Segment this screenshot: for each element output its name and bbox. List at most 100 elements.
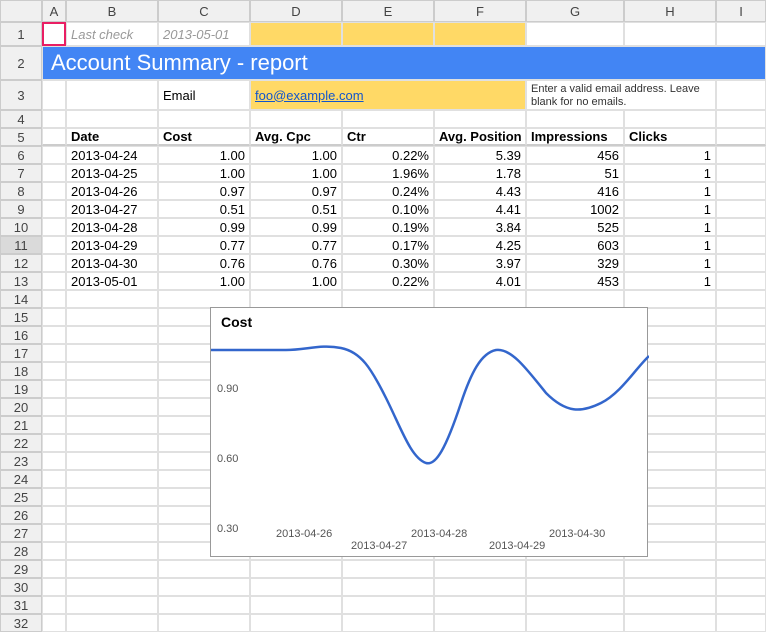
- table-cell[interactable]: 2013-04-24: [66, 146, 158, 164]
- cell[interactable]: [526, 110, 624, 128]
- table-cell[interactable]: 2013-05-01: [66, 272, 158, 290]
- table-cell[interactable]: 0.76: [158, 254, 250, 272]
- row-header[interactable]: 8: [0, 182, 42, 200]
- cell[interactable]: [42, 398, 66, 416]
- table-cell[interactable]: 2013-04-25: [66, 164, 158, 182]
- table-cell[interactable]: 525: [526, 218, 624, 236]
- table-cell[interactable]: 0.99: [158, 218, 250, 236]
- cell[interactable]: [716, 434, 766, 452]
- table-cell[interactable]: 1: [624, 218, 716, 236]
- cell[interactable]: [42, 596, 66, 614]
- cell[interactable]: [42, 380, 66, 398]
- table-cell[interactable]: 1: [624, 164, 716, 182]
- cell[interactable]: [716, 452, 766, 470]
- cell[interactable]: [158, 596, 250, 614]
- cell[interactable]: [42, 236, 66, 254]
- cell[interactable]: [66, 596, 158, 614]
- table-cell[interactable]: 416: [526, 182, 624, 200]
- table-cell[interactable]: 1: [624, 182, 716, 200]
- cell[interactable]: [66, 398, 158, 416]
- cell[interactable]: [158, 614, 250, 632]
- table-cell[interactable]: 0.51: [250, 200, 342, 218]
- row-header[interactable]: 28: [0, 542, 42, 560]
- email-help[interactable]: Enter a valid email address. Leave blank…: [526, 80, 716, 110]
- table-cell[interactable]: 0.22%: [342, 272, 434, 290]
- row-header[interactable]: 13: [0, 272, 42, 290]
- cell[interactable]: [250, 614, 342, 632]
- cell[interactable]: [434, 22, 526, 46]
- cell[interactable]: [716, 470, 766, 488]
- table-cell[interactable]: 1.00: [250, 164, 342, 182]
- table-cell[interactable]: 1002: [526, 200, 624, 218]
- cell[interactable]: [66, 344, 158, 362]
- cell[interactable]: [66, 362, 158, 380]
- cell[interactable]: [716, 22, 766, 46]
- cell[interactable]: [716, 578, 766, 596]
- cell[interactable]: [342, 22, 434, 46]
- cell[interactable]: [42, 470, 66, 488]
- cell[interactable]: [42, 110, 66, 128]
- cell[interactable]: [250, 596, 342, 614]
- cell[interactable]: [42, 524, 66, 542]
- table-cell[interactable]: 456: [526, 146, 624, 164]
- col-header[interactable]: E: [342, 0, 434, 22]
- cell[interactable]: [526, 596, 624, 614]
- row-header[interactable]: 10: [0, 218, 42, 236]
- cell[interactable]: [434, 290, 526, 308]
- row-header[interactable]: 32: [0, 614, 42, 632]
- col-header[interactable]: A: [42, 0, 66, 22]
- cell[interactable]: [624, 596, 716, 614]
- table-cell[interactable]: 4.41: [434, 200, 526, 218]
- row-header[interactable]: 16: [0, 326, 42, 344]
- cell[interactable]: [716, 542, 766, 560]
- cell[interactable]: [66, 578, 158, 596]
- cell[interactable]: [158, 290, 250, 308]
- cell[interactable]: [716, 362, 766, 380]
- cell[interactable]: [716, 416, 766, 434]
- table-cell[interactable]: 1: [624, 236, 716, 254]
- cell[interactable]: [434, 110, 526, 128]
- row-header[interactable]: 17: [0, 344, 42, 362]
- cell[interactable]: [42, 488, 66, 506]
- table-header[interactable]: Avg. Cpc: [250, 128, 342, 146]
- cell[interactable]: [158, 560, 250, 578]
- table-cell[interactable]: 1.00: [158, 146, 250, 164]
- cell[interactable]: [342, 614, 434, 632]
- col-header[interactable]: H: [624, 0, 716, 22]
- cell[interactable]: [42, 506, 66, 524]
- cell[interactable]: [526, 614, 624, 632]
- cell[interactable]: [624, 110, 716, 128]
- cell[interactable]: [66, 290, 158, 308]
- cell[interactable]: [66, 488, 158, 506]
- row-header[interactable]: 26: [0, 506, 42, 524]
- cell[interactable]: [624, 290, 716, 308]
- cell[interactable]: [716, 272, 766, 290]
- cell[interactable]: [42, 200, 66, 218]
- col-header[interactable]: B: [66, 0, 158, 22]
- cell[interactable]: [158, 110, 250, 128]
- table-cell[interactable]: 1.00: [158, 164, 250, 182]
- cell[interactable]: [716, 164, 766, 182]
- cell[interactable]: [716, 506, 766, 524]
- table-cell[interactable]: 0.77: [158, 236, 250, 254]
- cell[interactable]: [716, 128, 766, 146]
- cell[interactable]: [342, 110, 434, 128]
- table-cell[interactable]: 0.17%: [342, 236, 434, 254]
- table-cell[interactable]: 2013-04-29: [66, 236, 158, 254]
- cell[interactable]: [716, 326, 766, 344]
- table-cell[interactable]: 0.24%: [342, 182, 434, 200]
- cell[interactable]: [342, 578, 434, 596]
- row-header[interactable]: 7: [0, 164, 42, 182]
- cell[interactable]: [716, 488, 766, 506]
- cell[interactable]: [716, 308, 766, 326]
- email-link[interactable]: foo@example.com: [255, 88, 364, 103]
- row-header[interactable]: 5: [0, 128, 42, 146]
- row-header[interactable]: 6: [0, 146, 42, 164]
- col-header[interactable]: I: [716, 0, 766, 22]
- table-cell[interactable]: 4.01: [434, 272, 526, 290]
- row-header[interactable]: 15: [0, 308, 42, 326]
- col-header[interactable]: G: [526, 0, 624, 22]
- row-header[interactable]: 24: [0, 470, 42, 488]
- table-cell[interactable]: 0.76: [250, 254, 342, 272]
- table-cell[interactable]: 0.19%: [342, 218, 434, 236]
